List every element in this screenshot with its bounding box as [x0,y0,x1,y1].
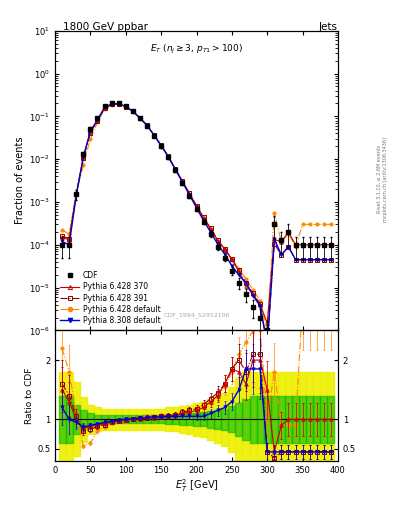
Legend: CDF, Pythia 6.428 370, Pythia 6.428 391, Pythia 6.428 default, Pythia 8.308 defa: CDF, Pythia 6.428 370, Pythia 6.428 391,… [59,269,162,327]
Text: mcplots.cern.ch [arXiv:1306.3436]: mcplots.cern.ch [arXiv:1306.3436] [383,137,387,222]
Text: $E_T$ ($n_j \geq 3$, $p_{T1}$$>$100): $E_T$ ($n_j \geq 3$, $p_{T1}$$>$100) [150,42,243,56]
Text: 1800 GeV ppbar: 1800 GeV ppbar [63,22,148,32]
Text: CDF_1994_S2952106: CDF_1994_S2952106 [163,313,230,318]
X-axis label: $E_T^2$ [GeV]: $E_T^2$ [GeV] [174,477,219,494]
Y-axis label: Ratio to CDF: Ratio to CDF [25,368,34,424]
Text: Rivet 3.1.10, ≥ 2.6M events: Rivet 3.1.10, ≥ 2.6M events [377,145,382,214]
Y-axis label: Fraction of events: Fraction of events [15,137,25,224]
Text: Jets: Jets [319,22,338,32]
